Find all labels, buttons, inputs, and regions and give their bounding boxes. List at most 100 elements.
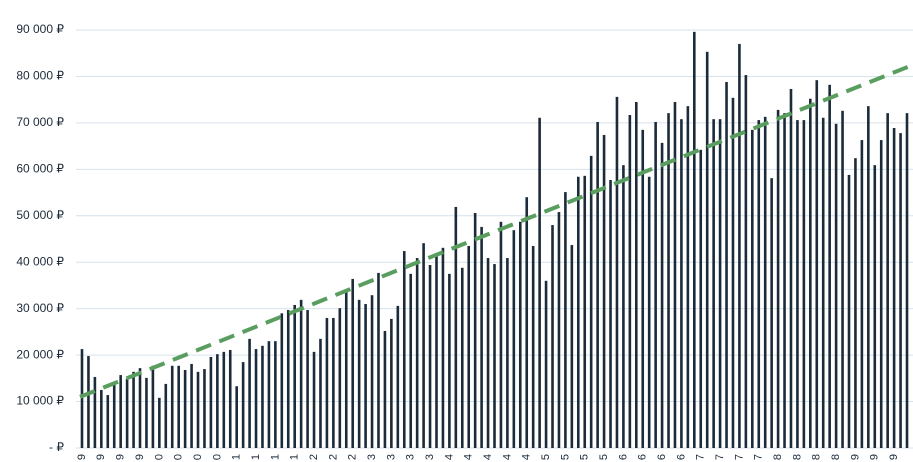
x-tick-label: 1 — [250, 454, 262, 460]
bar — [564, 192, 567, 448]
x-tick-label: 5 — [598, 454, 610, 460]
bar — [854, 158, 857, 449]
bar — [402, 251, 406, 448]
bar — [796, 120, 799, 448]
x-tick-label: 3 — [385, 454, 397, 460]
x-tick-label: 4 — [463, 454, 475, 460]
x-tick-label: 2 — [347, 454, 359, 460]
bar — [216, 354, 219, 448]
x-tick-label: 8 — [791, 454, 803, 460]
bar — [164, 383, 168, 448]
bar — [589, 155, 593, 448]
bar — [364, 304, 367, 448]
bar — [789, 88, 793, 449]
bar — [699, 149, 703, 448]
bar — [899, 133, 902, 448]
bar — [673, 101, 677, 448]
bar — [448, 273, 451, 448]
y-tick-label: 90 000 ₽ — [16, 22, 64, 36]
bar — [809, 98, 812, 448]
x-tick-label: 1 — [289, 454, 301, 460]
bar — [93, 376, 97, 448]
bar — [87, 356, 90, 448]
x-tick-label: 9 — [95, 454, 107, 460]
bar — [222, 351, 226, 448]
bar — [228, 350, 232, 448]
bar — [815, 80, 819, 448]
bar — [119, 375, 122, 448]
bar — [751, 129, 754, 448]
bar — [435, 256, 438, 448]
bar — [409, 273, 413, 448]
bar — [686, 106, 690, 449]
x-tick-label: 9 — [849, 454, 861, 460]
bar — [377, 272, 380, 448]
x-tick-label: 4 — [482, 454, 494, 460]
bar — [338, 308, 342, 448]
bar — [396, 305, 400, 448]
bar — [235, 386, 238, 448]
y-tick-label: 20 000 ₽ — [16, 347, 64, 361]
x-tick-label: 0 — [192, 454, 204, 460]
x-tick-label: 9 — [869, 454, 881, 460]
bar — [138, 368, 142, 448]
bar — [151, 365, 155, 448]
bar — [132, 371, 135, 448]
bar — [370, 295, 374, 448]
bar — [261, 345, 264, 448]
bar — [415, 258, 419, 448]
x-tick-label: 8 — [772, 454, 784, 460]
bar — [170, 365, 174, 448]
bar — [538, 117, 541, 448]
bar — [570, 245, 574, 448]
bar — [332, 317, 335, 448]
y-tick-label: - ₽ — [49, 440, 64, 454]
bar — [499, 221, 503, 448]
bar — [615, 96, 619, 448]
bar — [319, 338, 322, 448]
x-tick-label: 5 — [579, 454, 591, 460]
bar — [480, 226, 483, 448]
bar — [467, 245, 471, 448]
bar — [177, 365, 180, 448]
bar — [551, 225, 554, 448]
bar — [667, 113, 670, 448]
x-tick-label: 7 — [695, 454, 707, 460]
bar — [80, 349, 84, 448]
x-tick-label: 6 — [617, 454, 629, 460]
x-tick-label: 7 — [733, 454, 745, 460]
bar — [512, 230, 516, 448]
bar — [576, 176, 580, 448]
bar — [892, 127, 896, 449]
bar — [544, 280, 548, 448]
bar — [518, 221, 522, 448]
bar — [196, 371, 200, 448]
x-tick-label: 0 — [153, 454, 165, 460]
bar — [841, 110, 844, 449]
bar — [641, 129, 645, 448]
bar — [744, 75, 748, 448]
bar — [680, 119, 683, 448]
bar — [622, 165, 625, 449]
bar — [860, 140, 864, 448]
bar — [351, 278, 355, 448]
y-tick-label: 60 000 ₽ — [16, 162, 64, 176]
bar — [634, 101, 638, 448]
bar — [628, 114, 632, 448]
bar — [602, 134, 606, 448]
bar — [660, 142, 664, 449]
x-tick-label: 5 — [540, 454, 552, 460]
bar — [847, 174, 851, 448]
bar — [428, 265, 432, 448]
x-tick-label: 8 — [830, 454, 842, 460]
bar — [299, 299, 303, 448]
y-tick-label: 40 000 ₽ — [16, 254, 64, 268]
bar — [763, 116, 767, 449]
bar — [106, 395, 110, 448]
x-tick-label: 6 — [637, 454, 649, 460]
bar — [879, 140, 883, 448]
bar — [757, 120, 761, 448]
bar — [267, 341, 271, 448]
bar — [506, 258, 509, 448]
x-tick-label: 9 — [76, 454, 88, 460]
